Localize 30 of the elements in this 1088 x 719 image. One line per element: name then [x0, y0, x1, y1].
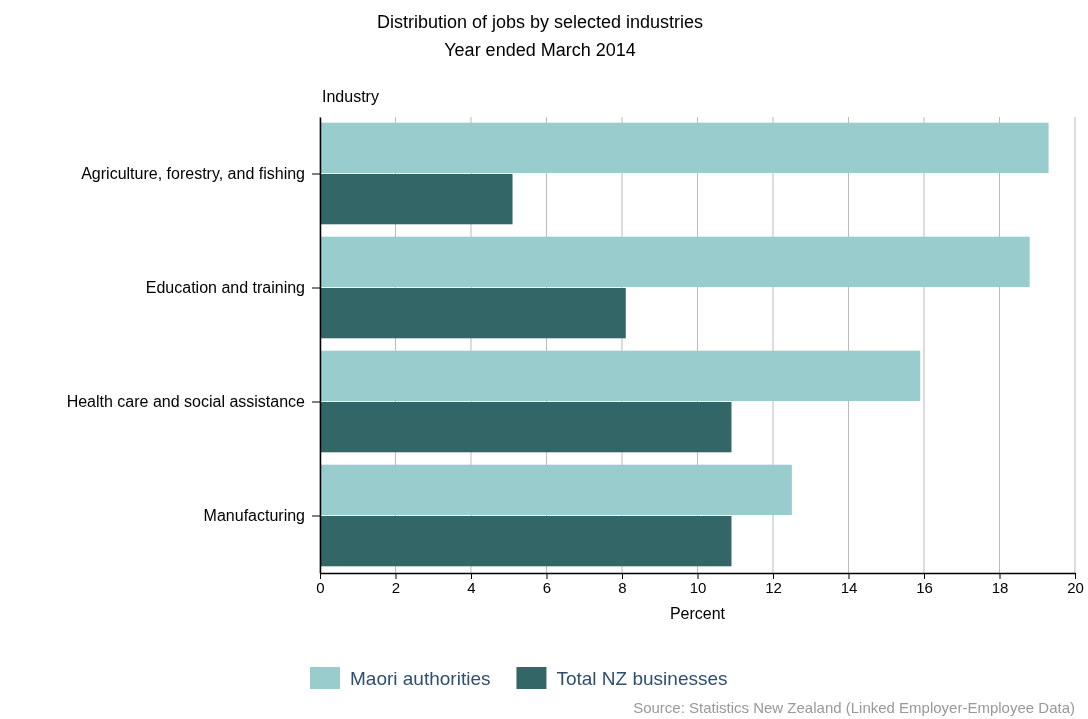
legend-label: Maori authorities	[350, 668, 491, 689]
bar	[320, 402, 732, 453]
x-tick-label: 10	[689, 578, 707, 596]
y-tick-label: Manufacturing	[203, 507, 305, 525]
x-tick-label: 4	[467, 578, 476, 596]
legend-label: Total NZ businesses	[556, 668, 728, 689]
x-axis-title: Percent	[669, 605, 726, 622]
y-tick-label: Education and training	[145, 279, 305, 297]
chart-subtitle: Year ended March 2014	[444, 40, 636, 60]
x-tick-label: 2	[391, 578, 401, 596]
x-tick-label: 6	[542, 578, 552, 596]
x-tick-label: 12	[765, 578, 782, 596]
y-axis-title: Industry	[322, 88, 379, 105]
bar	[320, 350, 921, 401]
bar	[320, 288, 626, 339]
x-tick-label: 20	[1067, 578, 1084, 596]
bar	[320, 174, 513, 225]
bar	[320, 122, 1049, 173]
y-tick-label: Agriculture, forestry, and fishing	[81, 165, 305, 183]
x-tick-label: 18	[991, 578, 1009, 596]
y-tick-label: Health care and social assistance	[66, 393, 306, 411]
x-tick-label: 8	[618, 578, 627, 596]
x-tick-label: 0	[316, 578, 325, 596]
x-tick-label: 16	[916, 578, 933, 596]
x-tick-label: 14	[840, 578, 858, 596]
bar	[320, 464, 792, 515]
chart-title: Distribution of jobs by selected industries	[376, 12, 704, 32]
bar	[320, 516, 732, 567]
bar	[320, 236, 1030, 287]
source-note: Source: Statistics New Zealand (Linked Employer-Employee Data)	[633, 699, 1075, 716]
